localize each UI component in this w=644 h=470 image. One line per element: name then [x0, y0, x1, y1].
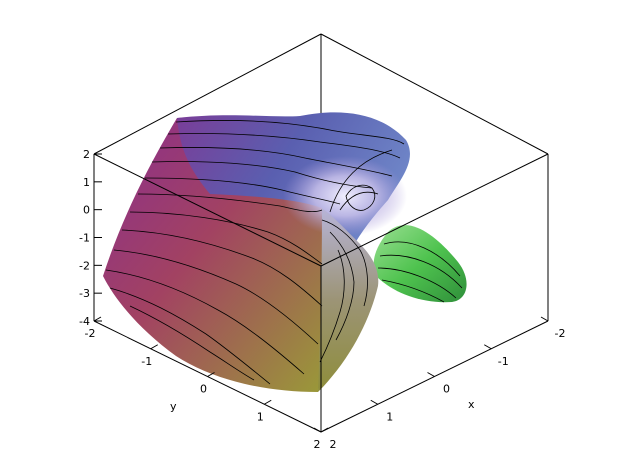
x-axis-title: x [468, 398, 475, 411]
z-tick-label: 2 [83, 148, 90, 161]
surface-highlight [283, 156, 407, 236]
y-axis: -2 -1 0 1 2 [85, 316, 329, 451]
box-back-edges [93, 33, 549, 155]
x-tick-mark [313, 427, 322, 433]
z-tick-label: -3 [79, 287, 90, 300]
y-tick-mark [320, 427, 329, 433]
surface-front-face [318, 208, 379, 392]
x-tick-mark [370, 399, 378, 405]
y-tick-mark [207, 372, 215, 377]
y-tick-label: -1 [141, 355, 152, 368]
y-tick-label: 2 [314, 438, 321, 451]
y-tick-mark [150, 344, 158, 350]
y-tick-label: -2 [85, 327, 96, 340]
surface-contours [105, 120, 405, 385]
y-tick-mark [93, 316, 102, 322]
x-tick-label: 1 [386, 410, 393, 423]
y-tick-mark [264, 399, 272, 405]
green-contours [377, 241, 463, 303]
x-tick-mark [540, 316, 549, 322]
x-tick-label: -1 [498, 355, 509, 368]
x-tick-label: -2 [555, 327, 566, 340]
z-tick-label: 1 [83, 176, 90, 189]
z-tick-label: -4 [79, 315, 90, 328]
x-tick-label: 2 [330, 438, 337, 451]
z-tick-label: 0 [83, 204, 90, 217]
z-axis: 2 1 0 -1 -2 -3 -4 [79, 148, 102, 328]
x-tick-label: 0 [443, 383, 450, 396]
z-tick-label: -1 [79, 232, 90, 245]
y-tick-label: 1 [257, 410, 264, 423]
y-axis-title: y [170, 400, 177, 413]
z-tick-label: -2 [79, 259, 90, 272]
y-tick-label: 0 [200, 383, 207, 396]
x-tick-mark [484, 344, 492, 350]
x-tick-mark [427, 372, 435, 377]
x-axis: -2 -1 0 1 2 [313, 316, 566, 451]
